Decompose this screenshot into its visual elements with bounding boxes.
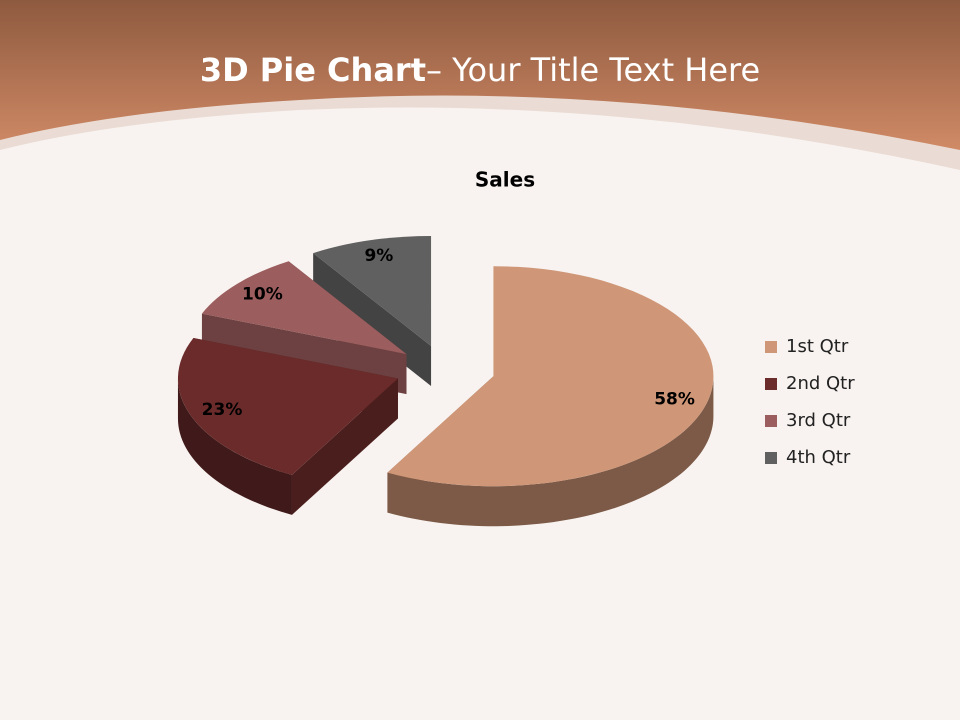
slice	[201, 261, 407, 355]
data-label: 58%	[654, 389, 695, 409]
legend-label: 4th Qtr	[786, 447, 851, 468]
slide-title-rest: – Your Title Text Here	[426, 51, 760, 89]
legend-swatch	[765, 378, 777, 390]
legend-label: 2nd Qtr	[786, 373, 855, 394]
data-label: 10%	[242, 284, 283, 304]
legend: 1st Qtr 2nd Qtr 3rd Qtr 4th Qtr	[765, 336, 855, 468]
legend-swatch	[765, 452, 777, 464]
data-label: 23%	[202, 400, 243, 420]
chart-title: Sales	[475, 168, 535, 192]
slice	[313, 235, 432, 346]
slide-title: 3D Pie Chart– Your Title Text Here	[200, 51, 760, 89]
legend-label: 1st Qtr	[786, 336, 849, 357]
legend-swatch	[765, 415, 777, 427]
slice-side	[177, 378, 292, 515]
header	[0, 0, 960, 150]
slice	[387, 266, 714, 487]
slice	[177, 337, 398, 475]
slide-title-bold: 3D Pie Chart	[200, 51, 426, 89]
legend-swatch	[765, 341, 777, 353]
pie: 58% 23% 10% 9%	[177, 235, 714, 527]
data-label: 9%	[364, 246, 393, 266]
slice-side	[387, 376, 714, 527]
legend-label: 3rd Qtr	[786, 410, 851, 431]
